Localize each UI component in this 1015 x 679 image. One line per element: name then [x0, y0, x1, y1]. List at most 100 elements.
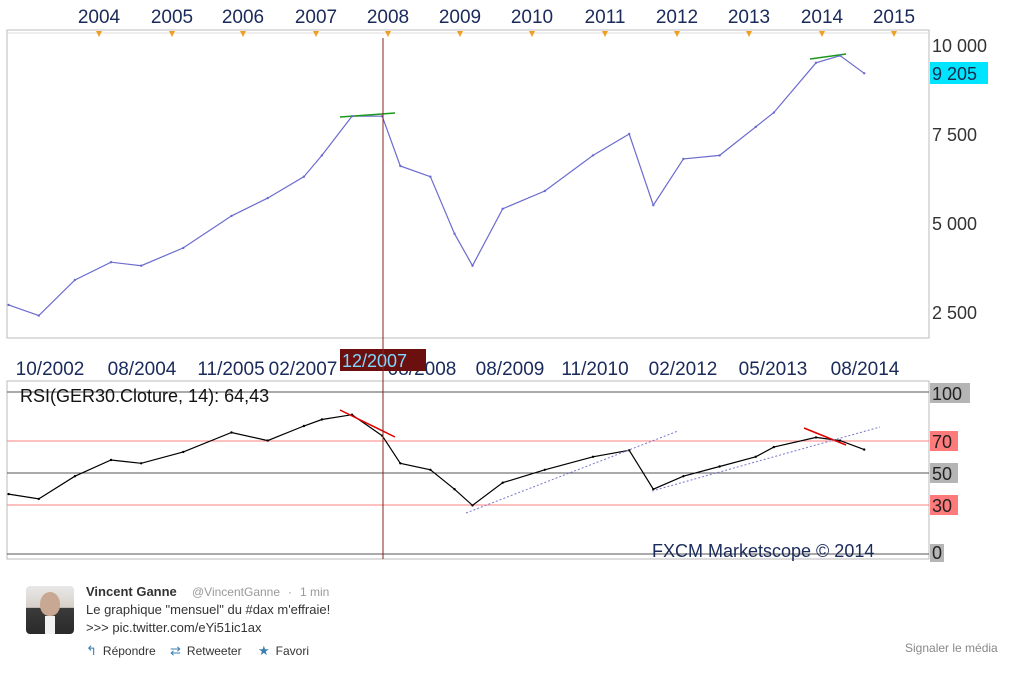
- retweet-label: Retweeter: [186, 644, 242, 658]
- avatar[interactable]: [26, 586, 74, 634]
- year-label: 2015: [873, 7, 915, 28]
- price-point: [266, 196, 269, 200]
- rsi-point: [754, 455, 757, 458]
- year-tick-marker: [529, 31, 535, 37]
- rsi-point: [302, 424, 306, 428]
- year-label: 2011: [585, 7, 626, 28]
- year-tick-marker: [96, 31, 102, 37]
- rsi-support-line-1: [465, 430, 679, 514]
- author-name[interactable]: Vincent Ganne: [86, 584, 177, 599]
- tweet-card: Vincent Ganne @VincentGanne · 1 min Le g…: [0, 568, 1015, 679]
- rsi-trend-red-2014: [803, 427, 847, 446]
- year-tick-marker: [746, 31, 752, 37]
- tweet-time[interactable]: 1 min: [300, 585, 330, 599]
- rsi-label-0: 0: [932, 543, 942, 563]
- price-point: [453, 232, 456, 235]
- avatar-shirt: [45, 616, 55, 634]
- price-points: [7, 54, 866, 317]
- price-point: [838, 54, 842, 57]
- rsi-point: [591, 455, 595, 458]
- price-point: [109, 261, 113, 264]
- retweet-button[interactable]: ⇄ Retweeter: [170, 643, 242, 659]
- rsi-label-100: 100: [932, 384, 962, 404]
- price-point: [754, 125, 757, 129]
- price-point: [772, 111, 775, 114]
- year-tick-marker: [819, 31, 825, 37]
- rsi-point: [399, 462, 402, 465]
- date-label: 02/2007: [269, 359, 338, 380]
- year-label: 2005: [151, 7, 193, 28]
- rsi-badge-50: [930, 463, 958, 483]
- watermark: FXCM Marketscope © 2014: [652, 541, 874, 561]
- rsi-label-50: 50: [932, 464, 952, 484]
- cursor-date-label: 12/2007: [342, 351, 407, 371]
- year-tick-marker: [602, 31, 608, 37]
- year-label: 2012: [656, 7, 698, 28]
- price-label-5000: 5 000: [932, 214, 977, 234]
- year-label: 2014: [801, 7, 844, 28]
- rsi-badge-100: [930, 383, 970, 403]
- rsi-points: [7, 413, 866, 507]
- reply-label: Répondre: [102, 644, 156, 658]
- reply-button[interactable]: ↰ Répondre: [86, 643, 156, 659]
- rsi-badge-70: [930, 431, 958, 451]
- meta-separator: ·: [288, 585, 292, 599]
- rsi-label-70: 70: [932, 432, 952, 452]
- rsi-point: [543, 468, 546, 471]
- price-point: [682, 157, 685, 161]
- price-point: [73, 278, 77, 282]
- rsi-point: [863, 448, 866, 451]
- rsi-badge-0: [930, 544, 944, 562]
- price-axis: 10 000 7 500 5 000 2 500: [932, 36, 987, 323]
- tweet-text: Le graphique "mensuel" du #dax m'effraie…: [86, 602, 331, 617]
- rsi-title: RSI(GER30.Cloture, 14): 64,43: [20, 386, 269, 406]
- year-tick-marker: [240, 31, 246, 37]
- retweet-icon: ⇄: [170, 643, 181, 658]
- year-label: 2008: [367, 7, 409, 28]
- year-axis: 2004 2005 2006 2007 2008 2009 2010 2011 2012 2013…: [78, 7, 915, 28]
- rsi-point: [7, 492, 10, 496]
- rsi-point: [628, 449, 631, 452]
- date-label: 10/2002: [16, 359, 85, 380]
- price-point: [429, 175, 432, 178]
- price-point: [182, 246, 185, 250]
- year-tick-marker: [313, 31, 319, 37]
- reply-icon: ↰: [86, 643, 97, 658]
- current-price-badge: [930, 62, 988, 84]
- date-label: 08/2014: [831, 359, 900, 380]
- report-media-link[interactable]: Signaler le média: [905, 641, 998, 655]
- price-point: [814, 61, 818, 64]
- favorite-button[interactable]: ★ Favori: [258, 643, 309, 659]
- chart-canvas[interactable]: 2004 2005 2006 2007 2008 2009 2010 2011 2012 2013…: [0, 0, 1015, 568]
- rsi-panel: [6, 380, 930, 560]
- tweet-link[interactable]: >>> pic.twitter.com/eYi51ic1ax: [86, 620, 262, 635]
- price-point: [591, 154, 595, 157]
- rsi-point: [501, 481, 504, 484]
- price-panel: [6, 29, 930, 339]
- rsi-badge-30: [930, 495, 958, 515]
- rsi-point: [453, 488, 456, 491]
- year-tick-marker: [169, 31, 175, 37]
- rsi-point: [230, 431, 233, 434]
- year-tick-marker: [891, 31, 897, 37]
- price-series-line: [8, 55, 865, 317]
- year-tick-marker: [457, 31, 463, 37]
- star-icon: ★: [258, 643, 270, 658]
- price-point: [140, 264, 143, 267]
- rsi-point: [73, 475, 77, 478]
- rsi-point: [320, 418, 324, 421]
- author-handle[interactable]: @VincentGanne: [192, 585, 281, 599]
- year-label: 2009: [439, 7, 481, 28]
- rsi-point: [266, 439, 269, 442]
- rsi-point: [652, 488, 655, 491]
- rsi-label-30: 30: [932, 496, 952, 516]
- price-point: [652, 204, 655, 207]
- price-point: [350, 115, 354, 118]
- price-point: [543, 189, 546, 193]
- price-label-10000: 10 000: [932, 36, 987, 56]
- price-point: [302, 175, 306, 178]
- year-label: 2004: [78, 7, 121, 28]
- rsi-series-line: [8, 414, 865, 507]
- price-label-2500: 2 500: [932, 303, 977, 323]
- rsi-point: [109, 458, 113, 462]
